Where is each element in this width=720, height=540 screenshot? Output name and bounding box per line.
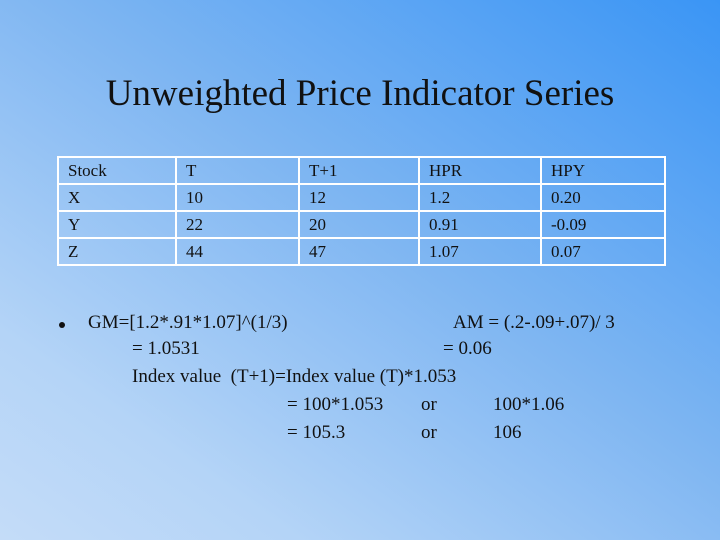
- gm-formula: GM=[1.2*.91*1.07]^(1/3): [88, 312, 288, 333]
- table-cell: 0.91: [418, 210, 542, 239]
- header-cell: T+1: [298, 156, 420, 185]
- table-cell: -0.09: [540, 210, 666, 239]
- gm-result: = 1.0531: [132, 338, 200, 359]
- index-formula: Index value (T+1)=Index value (T)*1.053: [132, 366, 457, 387]
- header-cell: T: [175, 156, 300, 185]
- table-row: Z 44 47 1.07 0.07: [57, 237, 666, 266]
- table-row: X 10 12 1.2 0.20: [57, 183, 666, 212]
- table-cell: 1.2: [418, 183, 542, 212]
- table-cell: 20: [298, 210, 420, 239]
- table-cell: Y: [57, 210, 177, 239]
- am-result: = 0.06: [443, 338, 492, 359]
- table-cell: 47: [298, 237, 420, 266]
- calc-line: 106: [493, 422, 522, 443]
- calc-line: = 105.3: [287, 422, 346, 443]
- calc-or: or: [421, 422, 437, 443]
- header-cell: Stock: [57, 156, 177, 185]
- calc-line: = 100*1.053: [287, 394, 384, 415]
- header-cell: HPY: [540, 156, 666, 185]
- data-table: Stock T T+1 HPR HPY X 10 12 1.2 0.20 Y 22 20 0.91 -0.0…: [57, 156, 666, 266]
- table-cell: 12: [298, 183, 420, 212]
- table-cell: Z: [57, 237, 177, 266]
- table-cell: 1.07: [418, 237, 542, 266]
- table-cell: 44: [175, 237, 300, 266]
- slide-title: Unweighted Price Indicator Series: [105, 73, 615, 114]
- table-cell: 10: [175, 183, 300, 212]
- calc-line: 100*1.06: [493, 394, 565, 415]
- header-row: Stock T T+1 HPR HPY: [57, 156, 666, 185]
- table-cell: 0.20: [540, 183, 666, 212]
- bullet: [59, 322, 65, 328]
- table-row: Y 22 20 0.91 -0.09: [57, 210, 666, 239]
- header-cell: HPR: [418, 156, 542, 185]
- calc-or: or: [421, 394, 437, 415]
- table-cell: 0.07: [540, 237, 666, 266]
- table-cell: X: [57, 183, 177, 212]
- table-cell: 22: [175, 210, 300, 239]
- am-formula: AM = (.2-.09+.07)/ 3: [453, 312, 615, 333]
